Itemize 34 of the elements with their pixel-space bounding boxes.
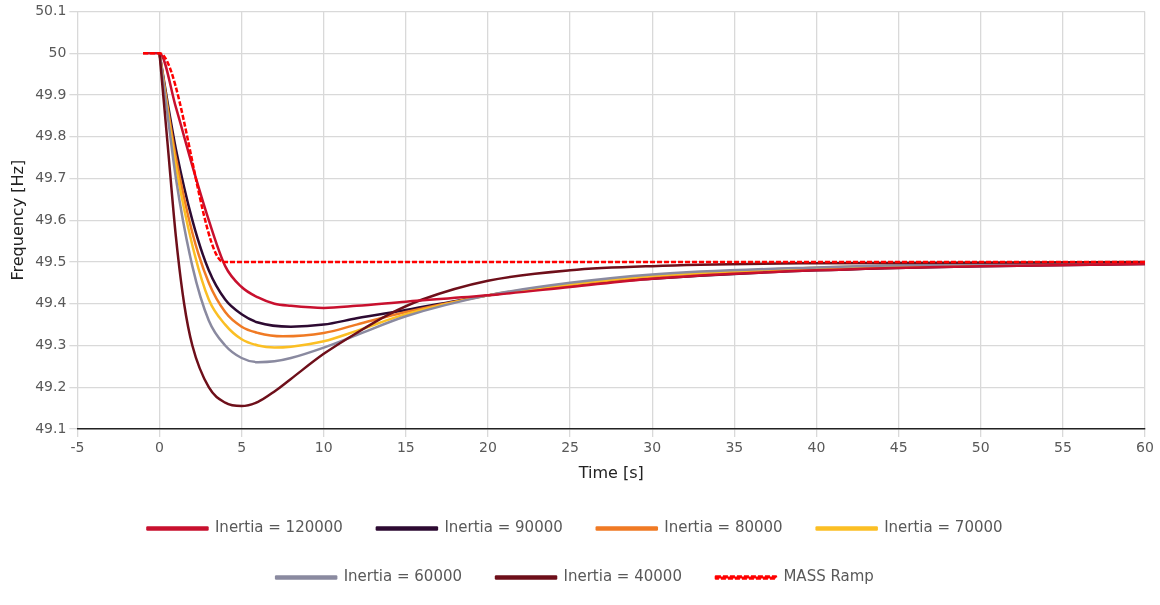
legend-label: Inertia = 80000	[664, 518, 783, 537]
x-tick-label: 40	[807, 439, 826, 456]
x-tick-label: 60	[1136, 439, 1154, 456]
x-tick-label: 10	[314, 439, 333, 456]
x-tick-label: 50	[971, 439, 990, 456]
x-tick-label: 20	[479, 439, 497, 456]
x-tick-label: 45	[889, 439, 908, 456]
x-tick-label: -5	[70, 439, 85, 456]
x-tick-label: 0	[155, 439, 164, 456]
x-tick-label: 30	[643, 439, 662, 456]
legend-label: Inertia = 70000	[884, 518, 1003, 537]
y-tick-label: 49.1	[35, 419, 67, 436]
legend-label: Inertia = 40000	[563, 567, 682, 586]
y-tick-label: 50	[48, 43, 67, 60]
y-tick-label: 49.5	[35, 252, 67, 269]
x-tick-label: 5	[237, 439, 247, 456]
legend-label: MASS Ramp	[783, 567, 874, 586]
y-tick-label: 49.3	[35, 336, 67, 353]
y-tick-label: 49.2	[35, 377, 67, 394]
legend-label: Inertia = 90000	[444, 518, 563, 537]
y-tick-label: 50.1	[35, 2, 67, 19]
x-tick-label: 55	[1053, 439, 1072, 456]
legend-label: Inertia = 60000	[343, 567, 463, 586]
legend-label: Inertia = 120000	[214, 518, 343, 537]
y-tick-label: 49.7	[35, 169, 67, 186]
x-tick-label: 25	[561, 439, 580, 456]
x-axis-title: Time [s]	[577, 462, 644, 482]
y-axis-title: Frequency [Hz]	[7, 159, 27, 281]
x-tick-label: 35	[725, 439, 744, 456]
y-tick-label: 49.6	[35, 210, 67, 227]
y-tick-label: 49.8	[35, 127, 67, 144]
y-tick-label: 49.4	[35, 294, 67, 311]
y-tick-label: 49.9	[35, 85, 67, 102]
x-tick-label: 15	[396, 439, 415, 456]
